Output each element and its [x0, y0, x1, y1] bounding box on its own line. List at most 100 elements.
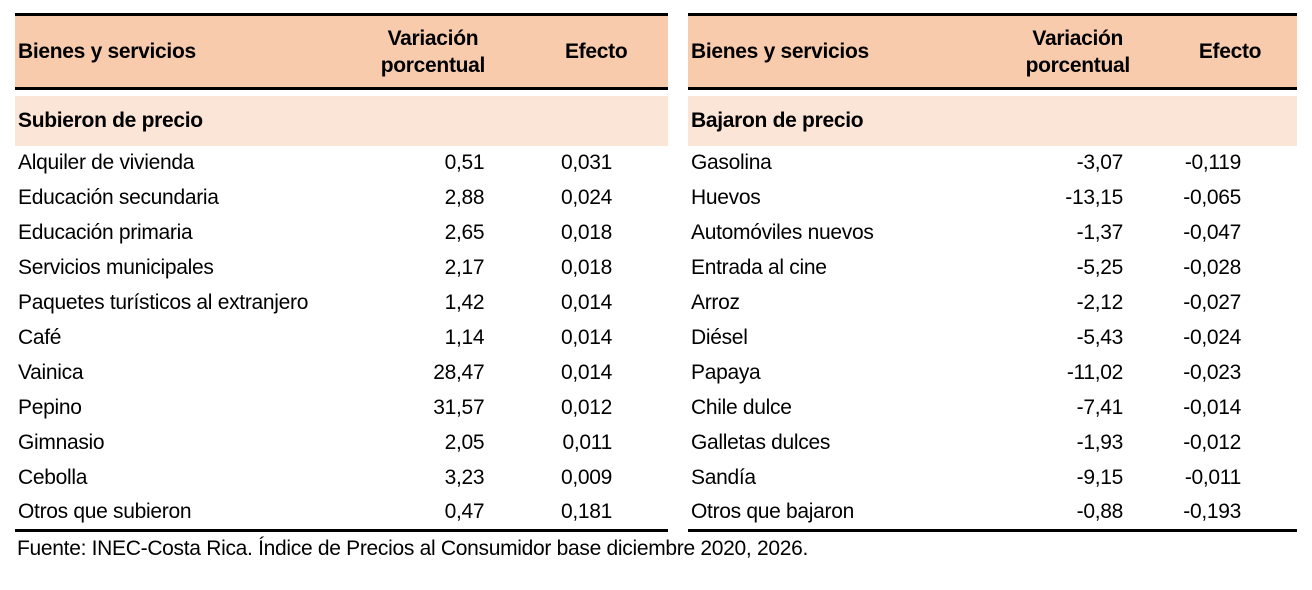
effect-cell: -0,065: [1183, 186, 1241, 209]
item-cell: Otros que bajaron: [691, 500, 855, 524]
item-cell: Automóviles nuevos: [691, 221, 874, 244]
section-title: Bajaron de precio: [688, 95, 1297, 146]
variation-cell: -13,15: [1065, 186, 1124, 209]
item-cell: Sandía: [691, 466, 756, 489]
effect-cell: -0,047: [1183, 221, 1241, 244]
variation-cell: -3,07: [1076, 151, 1124, 174]
table-row: Galletas dulces -1,93 -0,012: [688, 426, 1297, 461]
column-header-efecto: Efecto: [1163, 13, 1297, 90]
effect-cell: 0,031: [560, 151, 612, 174]
variation-cell: -0,88: [1076, 500, 1124, 524]
table-row: Cebolla 3,23 0,009: [15, 461, 668, 496]
variation-cell: 2,88: [444, 186, 485, 209]
table-row: Alquiler de vivienda 0,51 0,031: [15, 146, 668, 181]
section-header-subieron: Subieron de precio: [15, 95, 668, 146]
variation-cell: -1,93: [1076, 431, 1124, 454]
variation-cell: -1,37: [1076, 221, 1124, 244]
variation-cell: -9,15: [1076, 466, 1124, 489]
table-row: Sandía -9,15 -0,011: [688, 461, 1297, 496]
variation-cell: -5,43: [1076, 326, 1124, 349]
effect-cell: -0,024: [1183, 326, 1241, 349]
table-subieron-de-precio: Bienes y servicios Variación porcentual …: [15, 13, 668, 532]
variation-cell: -2,12: [1076, 291, 1124, 314]
variation-cell: -5,25: [1076, 256, 1124, 279]
item-cell: Paquetes turísticos al extranjero: [18, 291, 309, 314]
table-row: Otros que bajaron -0,88 -0,193: [688, 496, 1297, 531]
effect-cell: 0,014: [560, 326, 612, 349]
effect-cell: -0,014: [1183, 396, 1241, 419]
variation-cell: 2,05: [444, 431, 485, 454]
column-header-line-2: porcentual: [1025, 53, 1131, 77]
table-row: Gasolina -3,07 -0,119: [688, 146, 1297, 181]
effect-cell: -0,012: [1183, 431, 1241, 454]
effect-cell: 0,018: [560, 256, 612, 279]
effect-cell: -0,011: [1184, 466, 1241, 489]
item-cell: Pepino: [18, 396, 82, 419]
table-row: Papaya -11,02 -0,023: [688, 356, 1297, 391]
tables-container: Bienes y servicios Variación porcentual …: [15, 13, 1297, 532]
column-header-efecto: Efecto: [524, 13, 668, 90]
item-cell: Otros que subieron: [18, 500, 192, 524]
column-header-line-1: Variación: [387, 26, 479, 50]
variation-cell: 0,47: [444, 500, 485, 524]
source-note: Fuente: INEC-Costa Rica. Índice de Preci…: [17, 537, 809, 560]
variation-cell: 3,23: [444, 466, 485, 489]
item-cell: Cebolla: [18, 466, 88, 489]
table-row: Diésel -5,43 -0,024: [688, 321, 1297, 356]
variation-cell: -11,02: [1066, 361, 1124, 384]
column-header-variacion-porcentual: Variación porcentual: [341, 13, 525, 90]
header-gap: [688, 88, 1297, 96]
effect-cell: -0,028: [1183, 256, 1241, 279]
table-row: Automóviles nuevos -1,37 -0,047: [688, 216, 1297, 251]
table-row: Chile dulce -7,41 -0,014: [688, 391, 1297, 426]
effect-cell: -0,027: [1183, 291, 1241, 314]
table-row: Pepino 31,57 0,012: [15, 391, 668, 426]
table-row: Educación secundaria 2,88 0,024: [15, 181, 668, 216]
section-header-bajaron: Bajaron de precio: [688, 95, 1297, 146]
table-row: Entrada al cine -5,25 -0,028: [688, 251, 1297, 286]
column-header-variacion-porcentual: Variación porcentual: [992, 13, 1164, 90]
effect-cell: 0,014: [560, 361, 612, 384]
section-title: Subieron de precio: [15, 95, 668, 146]
item-cell: Servicios municipales: [18, 256, 214, 279]
item-cell: Alquiler de vivienda: [18, 151, 195, 174]
column-header-bienes-y-servicios: Bienes y servicios: [688, 13, 993, 90]
item-cell: Huevos: [691, 186, 761, 209]
column-header-line-2: porcentual: [380, 53, 486, 77]
effect-cell: 0,181: [560, 500, 612, 524]
table-row: Vainica 28,47 0,014: [15, 356, 668, 391]
effect-cell: 0,018: [560, 221, 612, 244]
variation-cell: 2,65: [444, 221, 485, 244]
item-cell: Galletas dulces: [691, 431, 831, 454]
effect-cell: 0,024: [560, 186, 612, 209]
effect-cell: 0,009: [560, 466, 612, 489]
item-cell: Entrada al cine: [691, 256, 827, 279]
table-header-row: Bienes y servicios Variación porcentual …: [688, 13, 1297, 90]
table-row: Café 1,14 0,014: [15, 321, 668, 356]
effect-cell: -0,193: [1183, 500, 1241, 524]
effect-cell: -0,023: [1183, 361, 1241, 384]
table-row: Paquetes turísticos al extranjero 1,42 0,0…: [15, 286, 668, 321]
table-row: Arroz -2,12 -0,027: [688, 286, 1297, 321]
table-bajaron-de-precio: Bienes y servicios Variación porcentual …: [688, 13, 1297, 532]
table-row: Gimnasio 2,05 0,011: [15, 426, 668, 461]
table-row: Servicios municipales 2,17 0,018: [15, 251, 668, 286]
effect-cell: 0,012: [560, 396, 612, 419]
variation-cell: -7,41: [1076, 396, 1124, 419]
table-row: Otros que subieron 0,47 0,181: [15, 496, 668, 531]
column-header-line-1: Variación: [1032, 26, 1124, 50]
item-cell: Arroz: [691, 291, 740, 314]
variation-cell: 1,14: [444, 326, 485, 349]
variation-cell: 31,57: [433, 396, 485, 419]
table-body-bajaron: Gasolina -3,07 -0,119 Huevos -13,15 -0,065 Aut…: [688, 146, 1297, 531]
column-header-bienes-y-servicios: Bienes y servicios: [15, 13, 342, 90]
item-cell: Papaya: [691, 361, 761, 384]
effect-cell: 0,011: [562, 431, 613, 454]
table-header-row: Bienes y servicios Variación porcentual …: [15, 13, 668, 90]
table-body-subieron: Alquiler de vivienda 0,51 0,031 Educación s…: [15, 146, 668, 531]
variation-cell: 28,47: [433, 361, 485, 384]
item-cell: Gimnasio: [18, 431, 105, 454]
item-cell: Diésel: [691, 326, 748, 349]
table-row: Huevos -13,15 -0,065: [688, 181, 1297, 216]
item-cell: Café: [18, 326, 62, 349]
